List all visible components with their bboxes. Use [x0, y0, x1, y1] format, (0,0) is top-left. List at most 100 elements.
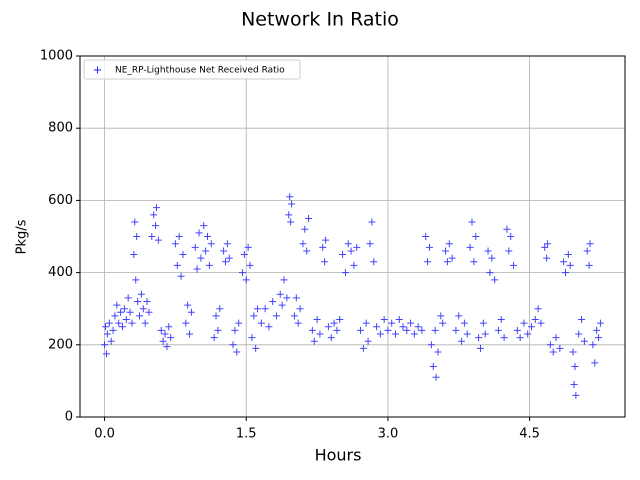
point	[556, 344, 564, 352]
point	[229, 341, 237, 349]
point	[195, 229, 203, 237]
point	[136, 312, 144, 320]
point	[252, 344, 260, 352]
point	[570, 381, 578, 389]
point	[120, 305, 128, 313]
point	[171, 240, 179, 248]
x-tick-label: 1.5	[236, 427, 257, 442]
point	[583, 247, 591, 255]
point	[470, 258, 478, 266]
point	[468, 218, 476, 226]
point	[432, 373, 440, 381]
point	[439, 319, 447, 327]
x-axis-label: Hours	[315, 446, 362, 465]
point	[322, 236, 330, 244]
point	[157, 326, 165, 334]
point	[507, 233, 515, 240]
point	[527, 323, 535, 331]
point	[466, 243, 474, 251]
point	[122, 316, 130, 324]
point	[150, 211, 158, 219]
point	[107, 337, 115, 345]
point	[455, 312, 463, 320]
point	[254, 305, 262, 313]
chart-title: Network In Ratio	[241, 9, 399, 31]
point	[486, 269, 494, 277]
y-axis-label: Pkg/s	[15, 219, 30, 254]
point	[399, 323, 407, 331]
point	[313, 316, 321, 324]
point	[458, 337, 466, 345]
point	[403, 326, 411, 334]
point	[207, 240, 215, 248]
point	[220, 247, 228, 255]
point	[305, 214, 313, 222]
point	[242, 276, 250, 284]
point	[238, 269, 246, 277]
point	[429, 362, 437, 370]
point	[265, 323, 273, 331]
point	[336, 316, 344, 324]
point	[531, 316, 539, 324]
point	[442, 247, 450, 255]
point	[448, 254, 456, 262]
point	[500, 334, 508, 342]
point	[330, 319, 338, 327]
point	[177, 272, 185, 280]
point	[414, 323, 422, 331]
point	[301, 225, 309, 233]
point	[418, 326, 426, 334]
point	[534, 305, 542, 313]
y-tick-label: 200	[48, 337, 73, 352]
point	[102, 323, 110, 331]
point	[308, 326, 316, 334]
point	[285, 211, 293, 219]
point	[193, 265, 201, 273]
point	[541, 243, 549, 251]
point	[424, 258, 432, 266]
point	[488, 254, 496, 262]
point	[341, 269, 349, 277]
point	[344, 240, 352, 248]
point	[182, 319, 190, 327]
point	[368, 218, 376, 226]
y-tick-label: 0	[65, 410, 73, 425]
y-tick-label: 600	[48, 193, 73, 208]
legend-marker	[94, 66, 101, 74]
point	[494, 326, 502, 334]
point	[191, 243, 199, 251]
point	[564, 251, 572, 259]
point	[216, 305, 224, 313]
point	[248, 334, 256, 342]
point	[105, 319, 113, 327]
point	[288, 200, 296, 208]
point	[137, 290, 145, 298]
point	[497, 316, 505, 324]
point	[472, 233, 480, 240]
point	[376, 330, 384, 338]
point	[422, 233, 430, 240]
point	[321, 258, 329, 266]
point	[505, 247, 513, 255]
point	[212, 312, 220, 320]
point	[407, 319, 415, 327]
legend-box	[83, 59, 301, 80]
point	[280, 276, 288, 284]
point	[357, 326, 365, 334]
point	[294, 319, 302, 327]
point	[384, 326, 392, 334]
point	[596, 319, 604, 327]
point	[130, 251, 138, 259]
point	[139, 305, 147, 313]
point	[484, 247, 492, 255]
x-tick-label: 3.0	[378, 427, 399, 442]
point	[544, 240, 552, 248]
point	[200, 222, 208, 230]
point	[445, 240, 453, 248]
point	[546, 341, 554, 349]
point	[585, 261, 593, 269]
point	[131, 218, 139, 226]
point	[571, 362, 579, 370]
point	[221, 258, 229, 266]
point	[128, 319, 136, 327]
